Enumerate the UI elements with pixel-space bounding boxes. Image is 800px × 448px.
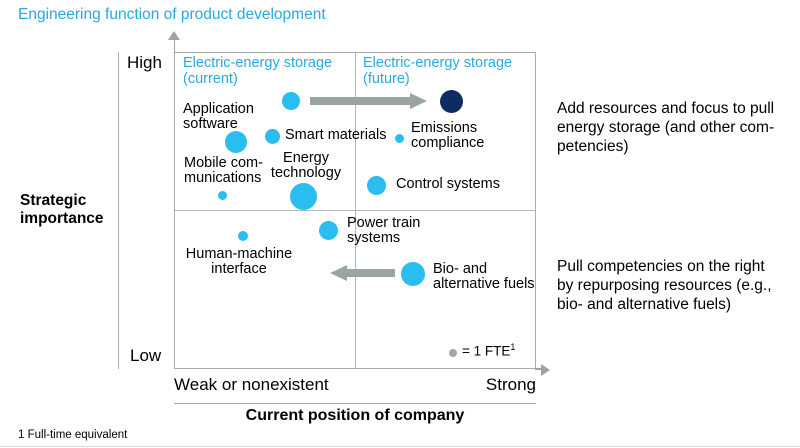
bubble-energy-technology bbox=[289, 182, 317, 210]
annotation-add-resources: Add resources and focus to pull energy s… bbox=[557, 100, 775, 155]
label-mobile-communications: Mobile com- munications bbox=[184, 155, 263, 186]
bubble-bio-alternative-fuels bbox=[401, 262, 425, 286]
footnote: 1 Full-time equivalent bbox=[18, 429, 128, 441]
arrow-head-repurpose-to-left-icon bbox=[330, 264, 347, 281]
arrow-shaft-repurpose-to-left bbox=[347, 269, 395, 277]
fte-legend-footnote-marker: 1 bbox=[510, 342, 516, 352]
label-power-train-systems: Power train systems bbox=[347, 215, 421, 246]
label-control-systems: Control systems bbox=[396, 176, 500, 192]
quadrant-header-current: Electric-energy storage (current) bbox=[183, 55, 333, 87]
fte-legend-text: = 1 FTE bbox=[462, 343, 511, 359]
bubble-human-machine-interface bbox=[238, 231, 248, 241]
bubble-emissions-compliance bbox=[394, 133, 404, 143]
x-axis-line bbox=[535, 368, 542, 370]
y-tick-high: High bbox=[127, 53, 162, 72]
y-axis-line bbox=[173, 39, 175, 53]
label-human-machine-interface: Human-machine interface bbox=[185, 246, 293, 277]
arrow-shaft-current-to-future bbox=[310, 97, 410, 105]
label-smart-materials: Smart materials bbox=[285, 127, 387, 143]
plot-area bbox=[174, 52, 536, 369]
label-application-software: Application software bbox=[183, 101, 254, 132]
fte-legend: = 1 FTE1 bbox=[449, 342, 515, 359]
bubble-mobile-communications bbox=[217, 190, 227, 200]
bubble-control-systems bbox=[366, 175, 386, 195]
x-axis-separator-line bbox=[174, 403, 536, 404]
x-tick-weak: Weak or nonexistent bbox=[174, 375, 329, 394]
annotation-pull-competencies: Pull competencies on the right by repurp… bbox=[557, 258, 772, 313]
label-energy-technology: Energy technology bbox=[270, 150, 342, 181]
chart-title: Engineering function of product developm… bbox=[18, 6, 326, 23]
quadrant-header-future: Electric-energy storage (future) bbox=[363, 55, 513, 87]
x-axis-arrowhead-icon bbox=[541, 363, 550, 376]
y-tick-low: Low bbox=[130, 346, 162, 365]
bubble-smart-materials bbox=[264, 128, 280, 144]
x-tick-strong: Strong bbox=[485, 375, 536, 394]
label-emissions-compliance: Emissions compliance bbox=[411, 120, 485, 151]
y-axis-title: Strategic importance bbox=[20, 192, 104, 227]
bubble-electric-energy-storage-current bbox=[282, 92, 300, 110]
bubble-power-train-systems bbox=[318, 220, 338, 240]
y-axis-arrowhead-icon bbox=[168, 31, 180, 40]
bottom-divider bbox=[0, 446, 800, 447]
quadrant-divider-horizontal bbox=[175, 210, 535, 211]
y-scale-line bbox=[118, 52, 119, 369]
x-axis-title: Current position of company bbox=[245, 407, 465, 424]
arrow-head-current-to-future-icon bbox=[410, 92, 427, 109]
bubble-electric-energy-storage-future bbox=[439, 89, 463, 113]
bubble-application-software bbox=[225, 131, 247, 153]
label-bio-alternative-fuels: Bio- and alternative fuels bbox=[433, 261, 535, 292]
fte-dot-icon bbox=[449, 348, 457, 357]
